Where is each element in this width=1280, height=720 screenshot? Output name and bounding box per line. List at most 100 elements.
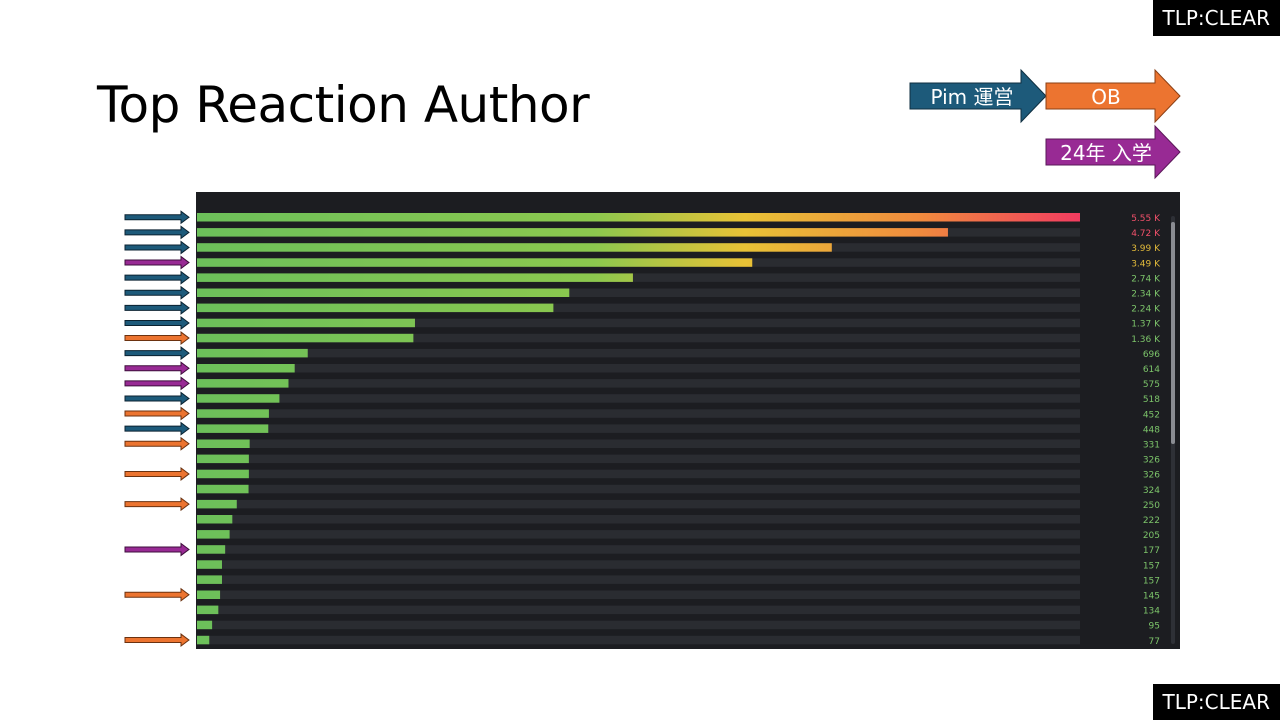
bar-value-label: 3.49 K — [1131, 259, 1161, 269]
group-marker-arrow — [124, 361, 190, 376]
group-marker-arrow — [124, 497, 190, 512]
group-marker-arrow — [124, 376, 190, 391]
bar-value-label: 145 — [1143, 592, 1160, 602]
bar-value-label: 1.37 K — [1131, 320, 1161, 330]
bar-value-label: 575 — [1143, 380, 1160, 390]
bar — [197, 243, 832, 252]
bar-value-label: 250 — [1143, 501, 1160, 511]
bar-track — [197, 590, 1080, 599]
bar-value-label: 5.55 K — [1131, 214, 1161, 224]
bar — [197, 469, 249, 479]
bar-value-label: 696 — [1143, 350, 1160, 360]
bar-value-label: 4.72 K — [1131, 229, 1161, 239]
bar-track — [197, 469, 1080, 479]
group-marker-arrow — [124, 436, 190, 451]
tlp-badge-bottom: TLP:CLEAR — [1152, 684, 1280, 720]
bar-value-label: 2.24 K — [1131, 305, 1161, 315]
bar-value-label: 2.74 K — [1131, 274, 1161, 284]
bar-value-label: 1.36 K — [1131, 335, 1161, 345]
bar-value-label: 331 — [1143, 441, 1160, 451]
bar-track — [197, 530, 1080, 539]
bar — [197, 409, 269, 418]
bar — [197, 364, 295, 373]
bar-value-label: 205 — [1143, 531, 1160, 541]
bar-track — [197, 620, 1080, 630]
bar-track — [197, 394, 1080, 403]
bar-value-label: 326 — [1143, 456, 1160, 466]
bar-value-label: 448 — [1143, 425, 1160, 435]
group-marker-arrow — [124, 406, 190, 421]
bar — [197, 424, 269, 433]
group-marker-arrow — [124, 255, 190, 270]
bar-value-label: 157 — [1143, 561, 1160, 571]
bar-track — [197, 484, 1080, 494]
bar-value-label: 326 — [1143, 471, 1160, 481]
bar-track — [197, 364, 1080, 373]
bar-value-label: 77 — [1149, 637, 1160, 647]
bar-value-label: 614 — [1143, 365, 1160, 375]
bar — [197, 288, 570, 297]
group-marker-arrow — [124, 210, 190, 225]
bar-track — [197, 545, 1080, 554]
bar-value-label: 3.99 K — [1131, 244, 1161, 254]
bar-track — [197, 560, 1080, 569]
bar-track — [197, 575, 1080, 584]
bar-track — [197, 303, 1080, 313]
bar — [197, 635, 210, 645]
group-marker-arrow — [124, 391, 190, 406]
bar-value-label: 324 — [1143, 486, 1160, 496]
bar-track — [197, 499, 1080, 509]
group-marker-arrow — [124, 587, 190, 602]
group-marker-arrow — [124, 346, 190, 361]
tlp-badge-top: TLP:CLEAR — [1152, 0, 1280, 36]
bar — [197, 545, 226, 554]
bar-value-label: 177 — [1143, 546, 1160, 556]
bar-value-label: 95 — [1149, 622, 1160, 632]
bar — [197, 333, 414, 343]
page-title: Top Reaction Author — [97, 76, 590, 134]
scrollbar-thumb[interactable] — [1171, 222, 1175, 444]
bar — [197, 348, 308, 358]
group-marker-arrow — [124, 300, 190, 315]
bar — [197, 499, 237, 509]
group-marker-arrow — [124, 270, 190, 285]
bar — [197, 318, 415, 328]
bar — [197, 590, 221, 599]
group-marker-arrow — [124, 315, 190, 330]
bar — [197, 620, 213, 630]
bar — [197, 515, 233, 524]
bar — [197, 439, 250, 448]
group-marker-arrow — [124, 240, 190, 255]
bar-track — [197, 424, 1080, 433]
bar — [197, 273, 633, 282]
bar-track — [197, 288, 1080, 297]
bar-track — [197, 333, 1080, 343]
bar-track — [197, 318, 1080, 328]
bar — [197, 394, 280, 403]
group-marker-arrow — [124, 633, 190, 648]
bar — [197, 560, 222, 569]
bar — [197, 605, 219, 615]
chart-panel — [196, 192, 1180, 649]
bar — [197, 228, 948, 237]
bar-track — [197, 515, 1080, 524]
group-marker-arrow — [124, 331, 190, 346]
bar-value-label: 222 — [1143, 516, 1160, 526]
group-marker-arrow — [124, 466, 190, 481]
bar-track — [197, 379, 1080, 388]
group-marker-arrow — [124, 285, 190, 300]
bar-value-label: 2.34 K — [1131, 290, 1161, 300]
bar-value-label: 134 — [1143, 607, 1160, 617]
bar-track — [197, 454, 1080, 464]
bar-track — [197, 439, 1080, 448]
bar — [197, 303, 554, 313]
bar-value-label: 518 — [1143, 395, 1160, 405]
bar-value-label: 452 — [1143, 410, 1160, 420]
bar — [197, 379, 289, 388]
bar — [197, 575, 222, 584]
group-marker-arrow — [124, 421, 190, 436]
bar-track — [197, 635, 1080, 645]
bar — [197, 484, 249, 494]
bar-track — [197, 273, 1080, 282]
